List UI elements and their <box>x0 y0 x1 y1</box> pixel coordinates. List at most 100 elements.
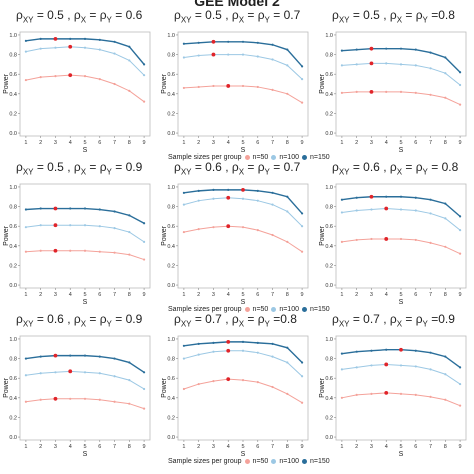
data-point <box>182 203 186 206</box>
data-point <box>241 40 245 43</box>
data-point <box>182 42 186 45</box>
x-tick-label: 9 <box>301 292 304 298</box>
plot-frame <box>177 335 309 441</box>
data-point <box>414 365 417 368</box>
data-point <box>197 353 200 356</box>
data-point <box>197 85 200 89</box>
y-tick-label: 0.4 <box>167 244 175 250</box>
data-point <box>340 352 344 355</box>
data-point <box>340 240 344 243</box>
data-point <box>113 40 116 43</box>
y-axis-label: Power <box>319 73 326 94</box>
data-point <box>300 77 304 81</box>
x-tick-label: 4 <box>227 444 230 450</box>
y-tick-label: 0.2 <box>167 415 175 421</box>
data-point <box>429 198 432 201</box>
data-point <box>286 92 289 95</box>
y-tick-label: 0.0 <box>9 435 17 441</box>
data-point <box>286 346 289 349</box>
legend-swatch <box>302 459 307 464</box>
data-point <box>414 349 417 352</box>
x-tick-label: 4 <box>69 292 72 298</box>
data-point <box>385 62 388 65</box>
plot-frame <box>177 183 309 289</box>
data-point <box>128 230 131 234</box>
max-point <box>68 369 73 374</box>
x-tick-label: 7 <box>113 444 116 450</box>
x-tick-label: 4 <box>69 140 72 146</box>
y-tick-label: 0.8 <box>9 53 17 59</box>
data-point <box>83 249 87 252</box>
x-tick-label: 1 <box>340 140 343 146</box>
data-point <box>128 379 131 382</box>
y-tick-label: 0.6 <box>9 72 17 78</box>
plot-frame <box>19 335 151 441</box>
panel-title: ρXY = 0.6 , ρX = ρY = 0.8 <box>332 160 459 177</box>
data-point <box>83 371 87 374</box>
data-point <box>39 372 42 375</box>
data-point <box>83 397 87 400</box>
data-point <box>399 195 403 198</box>
y-tick-label: 0.8 <box>325 53 333 59</box>
y-tick-label: 1.0 <box>9 337 17 343</box>
data-point <box>142 74 146 77</box>
data-point <box>444 355 447 358</box>
data-point <box>458 71 462 74</box>
y-tick-label: 1.0 <box>9 185 17 191</box>
x-tick-label: 1 <box>340 292 343 298</box>
data-point <box>414 91 417 94</box>
data-point <box>113 400 116 403</box>
data-point <box>458 252 462 255</box>
data-point <box>69 249 72 252</box>
data-point <box>300 65 304 68</box>
data-point <box>83 224 87 227</box>
data-point <box>256 381 259 384</box>
data-point <box>286 361 289 364</box>
max-point <box>226 224 231 229</box>
data-point <box>300 101 304 104</box>
data-point <box>197 342 200 345</box>
legend-label: n=100 <box>279 458 299 465</box>
x-tick-label: 7 <box>271 292 274 298</box>
data-point <box>142 258 146 261</box>
data-point <box>300 375 304 378</box>
y-axis-label: Power <box>319 225 326 246</box>
legend-swatch <box>302 155 307 160</box>
data-point <box>142 387 146 391</box>
legend-swatch <box>271 307 277 312</box>
chart-panel: 0.0 0.2 0.4 0.6 0.8 1.0 1 2 3 4 5 6 7 8 9 S Power <box>161 183 309 306</box>
y-axis-label: Power <box>319 377 326 398</box>
x-tick-label: 3 <box>212 444 215 450</box>
data-point <box>212 188 215 191</box>
y-tick-label: 0.0 <box>167 435 175 441</box>
x-axis-label: S <box>83 451 88 458</box>
data-point <box>69 397 72 400</box>
data-point <box>83 354 87 357</box>
y-tick-label: 0.0 <box>9 131 17 137</box>
data-point <box>399 47 403 50</box>
data-point <box>355 90 358 93</box>
data-point <box>286 64 289 67</box>
data-point <box>182 230 186 234</box>
legend: Sample sizes per group n=50 n=100 n=150 <box>168 154 330 161</box>
y-tick-label: 0.2 <box>9 263 17 269</box>
data-point <box>340 368 344 371</box>
data-point <box>399 237 403 241</box>
data-point <box>212 197 215 200</box>
data-point <box>444 398 447 401</box>
data-point <box>458 103 462 106</box>
y-tick-label: 0.6 <box>325 72 333 78</box>
max-point <box>53 353 58 358</box>
legend-label: n=50 <box>252 154 269 161</box>
panel-title: ρXY = 0.7 , ρX = ρY =0.9 <box>332 312 455 329</box>
data-point <box>98 398 101 401</box>
data-point <box>271 203 274 206</box>
data-point <box>24 78 28 82</box>
x-tick-label: 2 <box>39 140 42 146</box>
data-point <box>399 90 403 93</box>
x-tick-label: 5 <box>399 444 402 450</box>
data-point <box>444 373 447 376</box>
max-point <box>369 194 374 199</box>
x-tick-label: 2 <box>197 444 200 450</box>
y-tick-label: 1.0 <box>325 337 333 343</box>
